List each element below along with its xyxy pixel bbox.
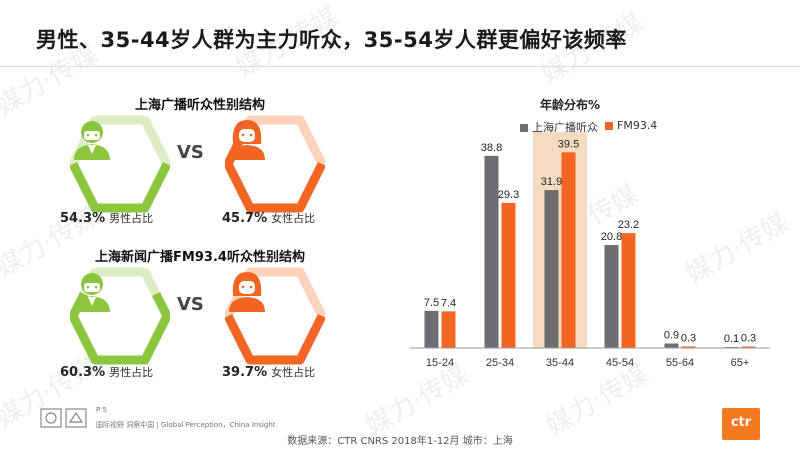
footer-tagline: 国际视野 洞察中国 | Global Perception，China Insi… [96,421,276,429]
bar-fm934-15-24 [441,311,456,348]
data-label: 20.8 [601,231,622,243]
x-tick-label: 35-44 [546,357,574,369]
legend-label: FM93.4 [617,119,658,132]
x-tick-label: 65+ [731,357,750,369]
section-heading: 上海广播听众性别结构 [134,98,265,113]
female-avatar-icon [229,120,265,160]
data-label: 31.9 [541,176,562,188]
female-share-value: 39.7% [222,365,268,380]
female-avatar-icon [229,272,265,312]
vs-label: VS [177,142,204,163]
data-label: 39.5 [558,138,579,150]
x-tick-label: 15-24 [426,357,454,369]
data-label: 0.3 [741,333,756,345]
certification-logos [40,407,90,433]
male-share-label: 男性占比 [109,212,154,225]
x-tick-label: 25-34 [486,357,514,369]
bar-fm934-25-34 [501,202,516,348]
data-label: 7.5 [424,297,439,309]
male-hexagon [70,266,170,366]
female-share-label: 女性占比 [271,366,316,379]
bar-fm934-65+ [741,346,756,348]
age-distribution-chart: 7.5 7.4 15-24 38.8 29.3 25-34 31.9 39.5 35-44 20.… [410,132,770,369]
male-hexagon [70,114,170,214]
gender-structure-fm934: 上海新闻广播FM93.4听众性别结构 VS 60.3% 男性占 [40,246,360,396]
vs-label: VS [177,294,204,315]
ctr-logo: ctr [722,408,760,440]
male-share-value: 54.3% [60,211,106,226]
male-share: 54.3% 男性占比 [60,210,153,226]
legend-label: 上海广播听众 [532,121,598,134]
female-hexagon [225,266,325,366]
legend-swatch [520,124,528,132]
certification-badge-icon [40,408,87,428]
page-number: P 5 [96,406,107,414]
female-share-label: 女性占比 [271,212,316,225]
bar-fm934-55-64 [681,346,696,348]
chart-title: 年龄分布% [540,98,601,112]
x-tick-label: 45-54 [606,357,634,369]
title-divider [0,66,800,67]
bar-shanghai-radio-55-64 [664,343,679,348]
page-title: 男性、35-44岁人群为主力听众，35-54岁人群更偏好该频率 [36,28,627,52]
bar-shanghai-radio-25-34 [484,155,499,348]
female-share-value: 45.7% [222,211,268,226]
section-heading: 上海新闻广播FM93.4听众性别结构 [95,250,305,265]
male-avatar-icon [74,273,110,312]
data-label: 38.8 [481,142,502,154]
legend-item-series-2: FM93.4 [605,119,657,132]
female-share: 39.7% 女性占比 [222,364,315,380]
data-label: 7.4 [441,297,456,309]
legend-swatch [605,122,613,130]
x-tick-label: 55-64 [666,357,694,369]
bar-fm934-45-54 [621,233,636,348]
female-hexagon [225,114,325,214]
bar-shanghai-radio-45-54 [604,244,619,348]
data-source: 数据来源：CTR CNRS 2018年1-12月 城市：上海 [287,436,513,447]
female-share: 45.7% 女性占比 [222,210,315,226]
data-label: 0.1 [724,333,739,345]
data-label: 0.9 [664,330,679,342]
legend-item-series-1: 上海广播听众 [520,119,598,135]
bar-shanghai-radio-15-24 [424,310,439,348]
male-share: 60.3% 男性占比 [60,364,153,380]
data-label: 23.2 [618,219,639,231]
male-share-label: 男性占比 [109,366,154,379]
male-share-value: 60.3% [60,365,106,380]
highlight-band [533,132,587,348]
bar-shanghai-radio-35-44 [544,190,559,348]
data-label: 29.3 [498,189,519,201]
data-label: 0.3 [681,333,696,345]
male-avatar-icon [74,121,110,160]
bar-fm934-35-44 [561,152,576,348]
gender-structure-shanghai: 上海广播听众性别结构 VS 54.3% 男性占比 [40,94,360,244]
